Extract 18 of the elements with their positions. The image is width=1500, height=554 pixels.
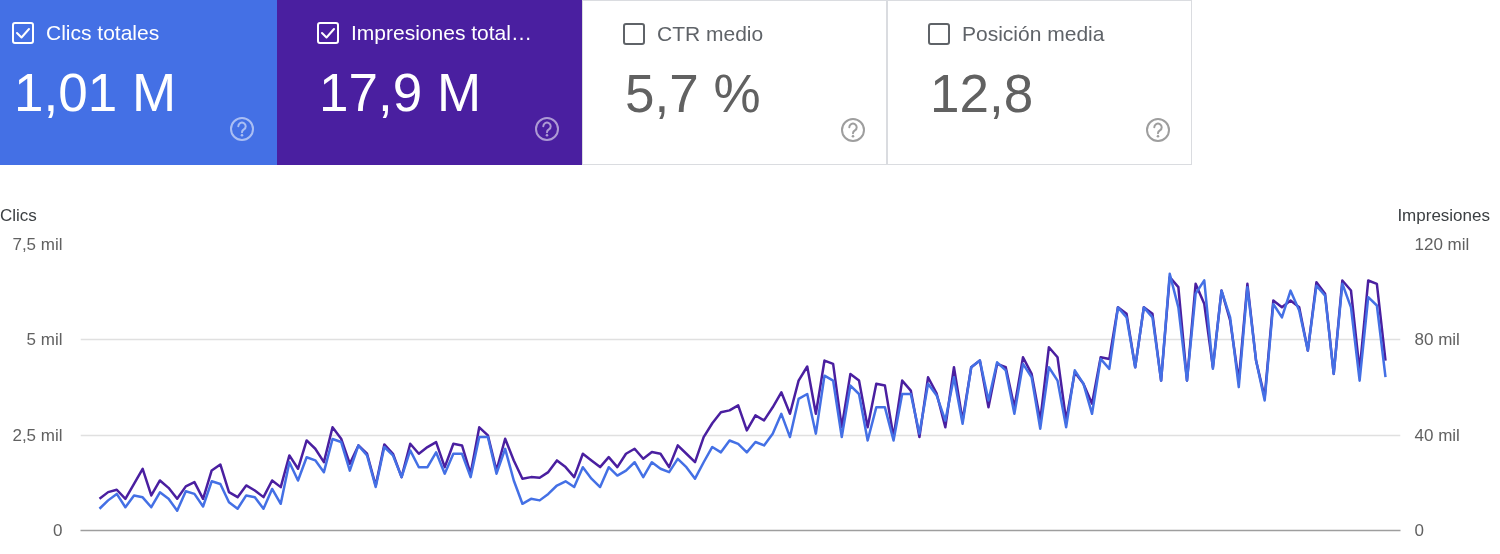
- y2-axis-title: Impresiones: [1397, 205, 1490, 227]
- text: Impresiones total…: [351, 20, 532, 46]
- y-axis-title: Clics: [0, 205, 37, 227]
- y2-tick-label: 40 mil: [1414, 425, 1460, 445]
- text: 17,9 M: [319, 62, 482, 124]
- text: CTR medio: [657, 21, 764, 47]
- text: 12,8: [930, 63, 1034, 125]
- y-tick-label: 7,5 mil: [12, 235, 63, 254]
- y-tick-label: 5 mil: [26, 330, 63, 350]
- y2-tick-label: 80 mil: [1414, 330, 1460, 350]
- text: Clics totales: [46, 20, 160, 46]
- text: 5,7 %: [625, 63, 761, 125]
- y-tick-label: 0: [53, 521, 63, 540]
- y2-tick-label: 120 mil: [1414, 235, 1470, 254]
- y2-tick-label: 0: [1414, 521, 1424, 540]
- text: Posición media: [962, 21, 1105, 47]
- y-tick-label: 2,5 mil: [12, 425, 63, 445]
- text: 1,01 M: [14, 62, 177, 124]
